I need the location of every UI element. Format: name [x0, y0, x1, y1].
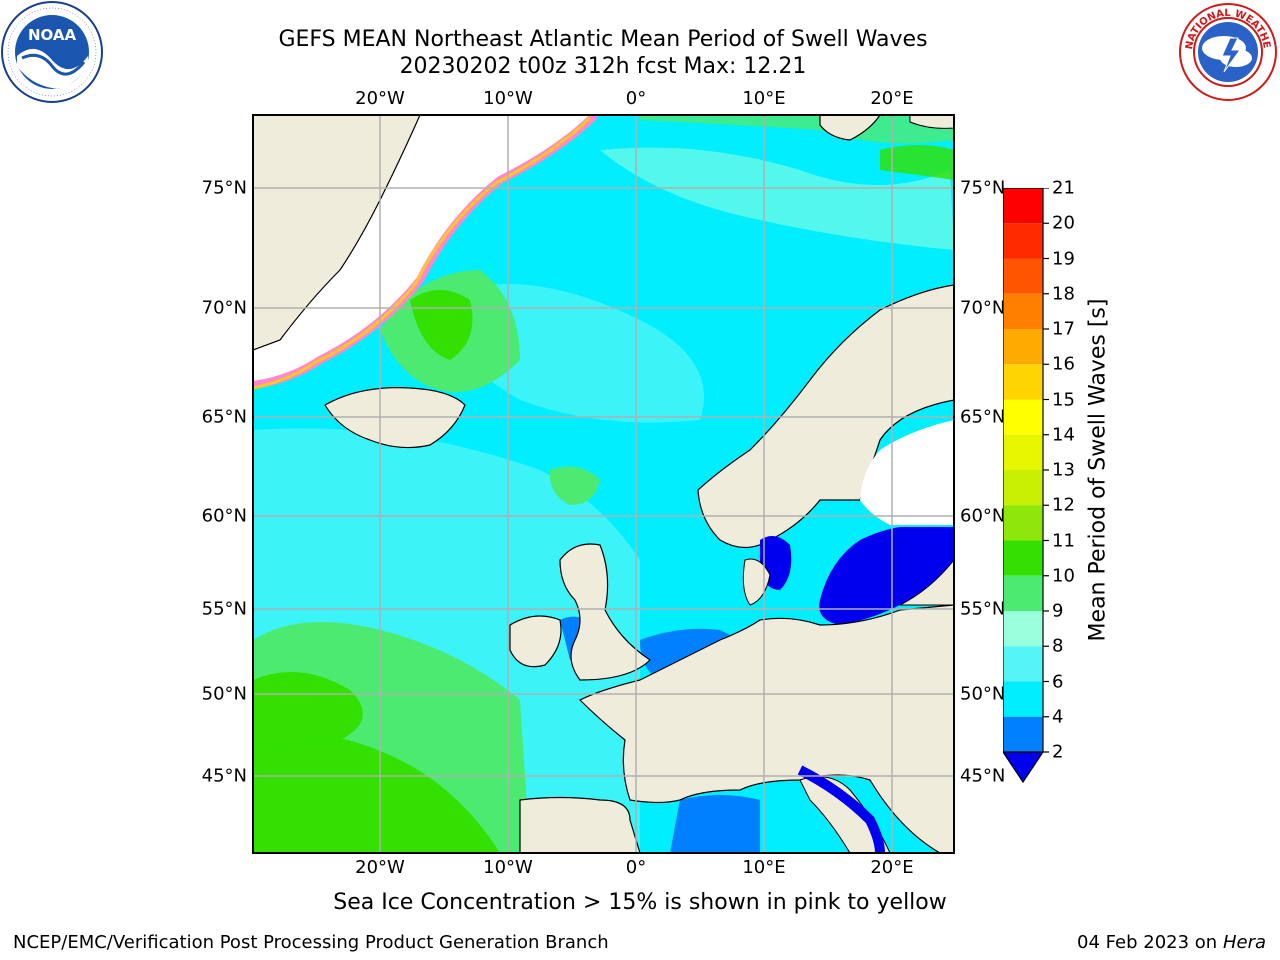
colorbar-bin — [1003, 681, 1043, 717]
lon-label-top: 10°W — [483, 88, 533, 109]
lat-label-right: 65°N — [960, 406, 1006, 428]
baltic-sea — [819, 527, 954, 625]
lon-label-top: 20°W — [355, 88, 405, 109]
land-ireland — [509, 615, 562, 668]
colorbar-bin — [1003, 399, 1043, 435]
map-frame — [252, 114, 955, 854]
lon-label-top: 20°E — [870, 88, 914, 109]
colorbar-bin — [1003, 223, 1043, 259]
colorbar-bin — [1003, 329, 1043, 365]
colorbar-bin — [1003, 293, 1043, 329]
noaa-logo-text: NOAA — [28, 26, 77, 44]
lon-label-bottom: 10°E — [742, 857, 786, 878]
land-great-britain — [559, 543, 651, 681]
colorbar-bin — [1003, 505, 1043, 541]
lat-label-left: 45°N — [201, 765, 247, 787]
colorbar-bin — [1003, 646, 1043, 682]
chart-subtitle: 20230202 t00z 312h fcst Max: 12.21 — [399, 54, 807, 79]
lat-label-right: 50°N — [960, 683, 1006, 705]
lon-label-bottom: 10°W — [483, 857, 533, 878]
graticule — [253, 115, 954, 853]
colorbar-tick-label: 13 — [1052, 459, 1075, 481]
colorbar-bin — [1003, 258, 1043, 294]
colorbar-tick-label: 16 — [1052, 353, 1075, 375]
colorbar-tick-label: 15 — [1052, 389, 1075, 410]
colorbar-tick-label: 9 — [1052, 600, 1064, 622]
noaa-logo-icon: NOAA — [1, 1, 103, 103]
colorbar-bin — [1003, 716, 1043, 752]
colorbar-bin — [1003, 540, 1043, 576]
footer-date-text: 04 Feb 2023 on — [1077, 932, 1218, 953]
colorbar-tick-label: 14 — [1052, 424, 1075, 446]
colorbar-label: Mean Period of Swell Waves [s] — [1085, 298, 1111, 642]
colorbar-tick-label: 21 — [1052, 177, 1075, 199]
footer-host: Hera — [1222, 932, 1266, 953]
land-greenland — [253, 115, 421, 351]
colorbar-bin — [1003, 470, 1043, 506]
colorbar-tick-label: 2 — [1052, 741, 1064, 763]
colorbar-bin — [1003, 434, 1043, 470]
colorbar-tick-label: 4 — [1052, 706, 1064, 728]
nws-logo-icon: NATIONAL WEATHER SERVICE — [1178, 2, 1277, 101]
colorbar-tick-label: 12 — [1052, 494, 1075, 516]
colorbar-bin — [1003, 364, 1043, 400]
colorbar — [1003, 188, 1049, 784]
lon-label-bottom: 20°E — [870, 857, 914, 878]
lon-label-bottom: 0° — [625, 857, 647, 878]
colorbar-tick-label: 6 — [1052, 671, 1064, 692]
colorbar-tick-label: 11 — [1052, 530, 1075, 551]
colorbar-tick-label: 20 — [1052, 212, 1075, 234]
lon-label-bottom: 20°W — [355, 857, 405, 878]
lon-label-top: 10°E — [742, 88, 786, 109]
footer-date: 04 Feb 2023 on Hera — [1077, 932, 1266, 953]
lat-label-left: 55°N — [201, 598, 247, 620]
land-europe — [578, 604, 954, 853]
lat-label-right: 45°N — [960, 765, 1006, 787]
lat-label-right: 60°N — [960, 505, 1006, 527]
lat-label-left: 65°N — [201, 406, 247, 428]
footer-credit: NCEP/EMC/Verification Post Processing Pr… — [13, 932, 609, 953]
colorbar-tick-label: 19 — [1052, 248, 1075, 269]
colorbar-bin — [1003, 611, 1043, 647]
lat-label-left: 50°N — [201, 683, 247, 705]
land-svalbard — [819, 115, 881, 141]
colorbar-under-arrow — [1003, 751, 1045, 784]
colorbar-bin — [1003, 188, 1043, 224]
chart-title: GEFS MEAN Northeast Atlantic Mean Period… — [278, 27, 928, 52]
lat-label-left: 70°N — [201, 297, 247, 319]
sea-ice-note: Sea Ice Concentration > 15% is shown in … — [333, 890, 947, 915]
lat-label-left: 75°N — [201, 177, 247, 199]
lon-label-top: 0° — [625, 88, 647, 109]
colorbar-tick-label: 8 — [1052, 635, 1064, 657]
lat-label-left: 60°N — [201, 505, 247, 527]
lat-label-right: 70°N — [960, 297, 1006, 319]
lat-label-right: 75°N — [960, 177, 1006, 199]
colorbar-tick-label: 18 — [1052, 283, 1075, 305]
land-iberia — [519, 796, 641, 853]
colorbar-bin — [1003, 575, 1043, 611]
colorbar-tick-label: 17 — [1052, 318, 1075, 340]
colorbar-tick-label: 10 — [1052, 565, 1075, 587]
lat-label-right: 55°N — [960, 598, 1006, 620]
